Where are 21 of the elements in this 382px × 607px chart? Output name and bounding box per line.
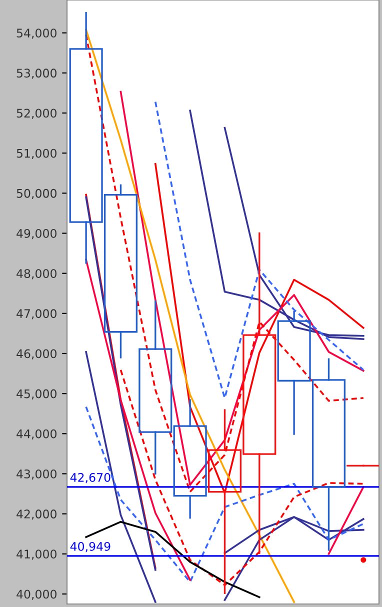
ref-line-label: 40,949 xyxy=(70,542,110,552)
y-tick-label: 44,000 xyxy=(16,429,56,440)
ref-line-label: 42,670 xyxy=(70,472,110,484)
line-series xyxy=(120,369,364,586)
y-tick-label: 52,000 xyxy=(16,108,56,119)
y-tick-label: 49,000 xyxy=(16,228,56,240)
y-tick-label: 53,000 xyxy=(16,68,56,79)
line-series xyxy=(120,90,364,486)
y-tick-label: 41,000 xyxy=(16,550,56,560)
line-series xyxy=(154,100,364,399)
y-tick-label: 51,000 xyxy=(16,148,56,159)
y-tick-label: 54,000 xyxy=(16,28,56,39)
y-tick-label: 40,000 xyxy=(16,590,56,600)
y-tick-label: 42,000 xyxy=(16,510,56,520)
y-tick-label: 45,000 xyxy=(16,389,56,400)
y-tick-label: 46,000 xyxy=(16,349,56,360)
y-tick-label: 47,000 xyxy=(16,309,56,320)
y-tick-label: 50,000 xyxy=(16,188,56,200)
y-tick-label: 48,000 xyxy=(16,269,56,280)
line-series xyxy=(189,110,364,340)
y-tick-label: 43,000 xyxy=(16,469,56,480)
